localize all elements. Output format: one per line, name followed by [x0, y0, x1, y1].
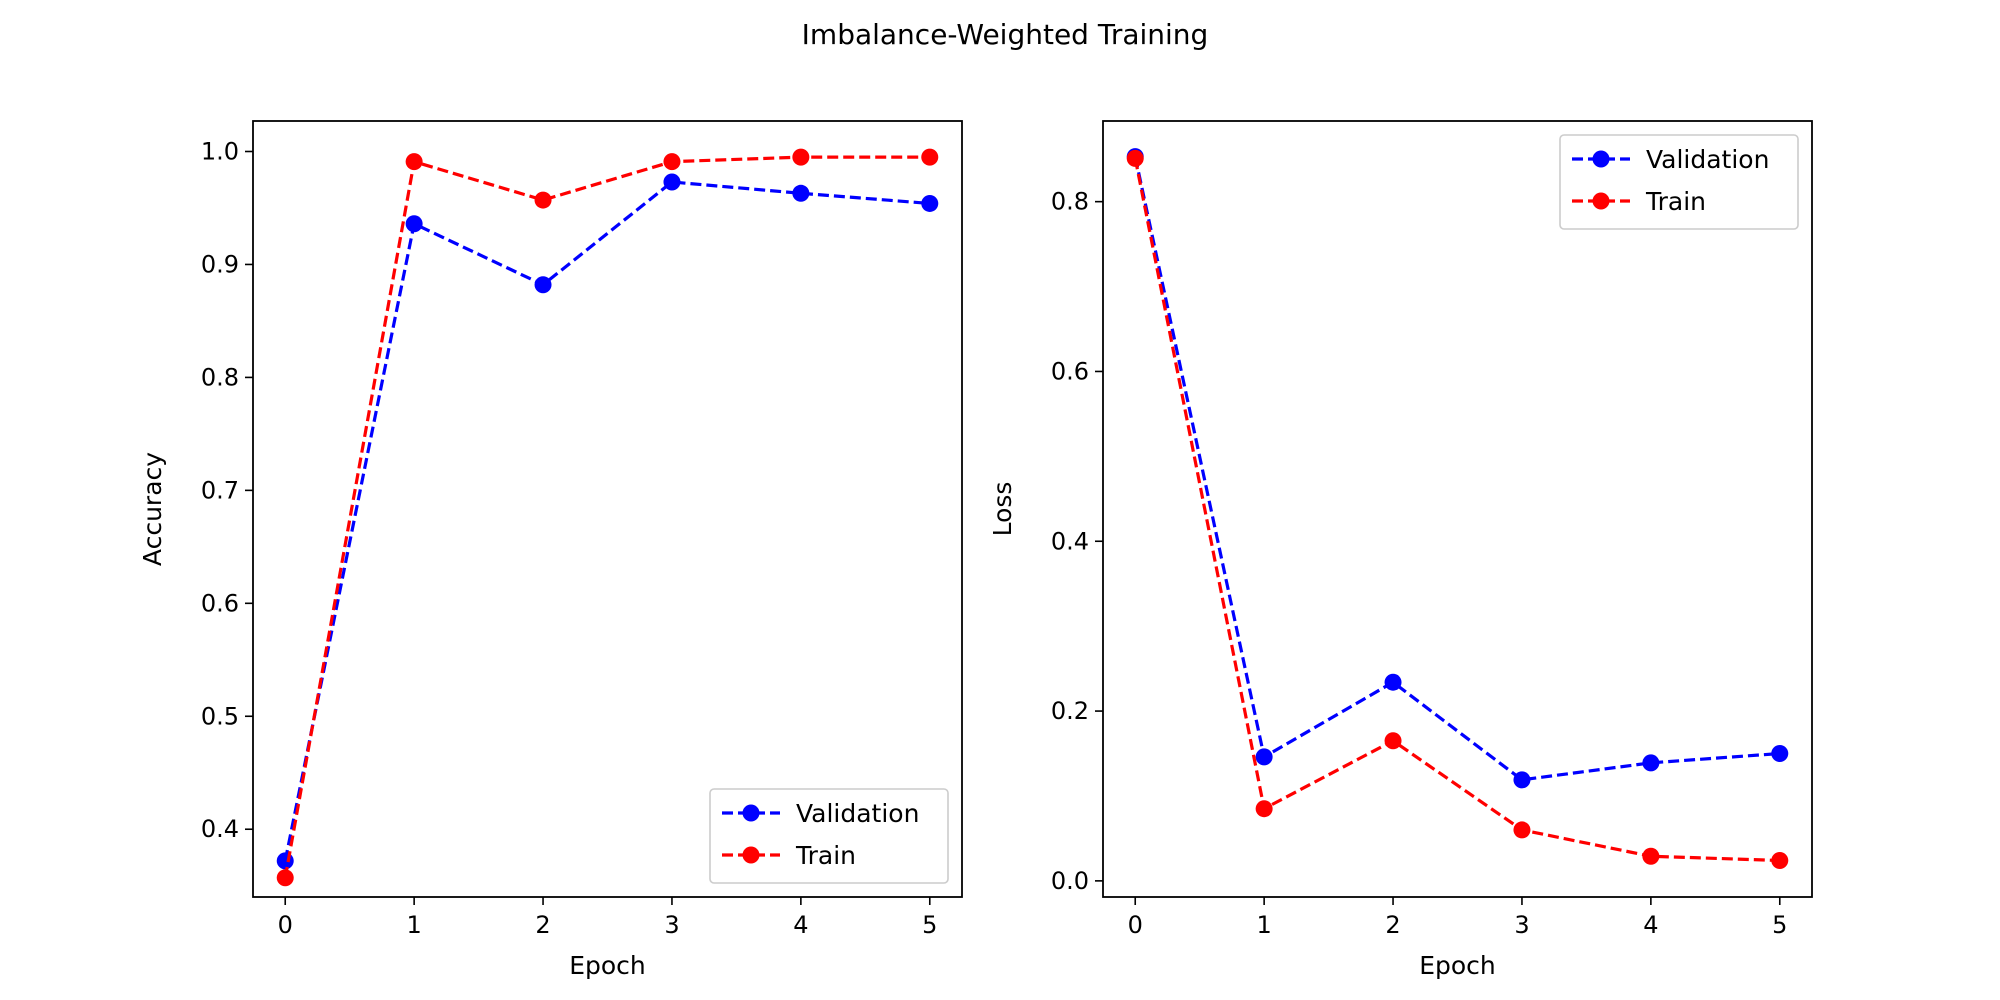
x-tick-label: 4 [1643, 911, 1658, 939]
series-validation [276, 173, 939, 870]
x-tick-label: 2 [535, 911, 550, 939]
data-point [405, 153, 423, 171]
legend-label: Train [795, 841, 856, 870]
legend-label: Validation [1646, 145, 1769, 174]
chart-panel-1: 0 1 2 3 4 5 0.4 0.5 0.6 0.7 0.8 0.9 1.0 Epoch Accuracy… [138, 120, 963, 980]
data-point [405, 215, 423, 233]
legend-label: Train [1645, 187, 1706, 216]
legend-swatch-marker [742, 804, 760, 822]
x-tick-label: 1 [1256, 911, 1271, 939]
data-point [1255, 748, 1273, 766]
data-point [534, 276, 552, 294]
data-point [1513, 771, 1531, 789]
data-point [1642, 754, 1660, 772]
data-point [1642, 847, 1660, 865]
y-tick-label: 0.5 [201, 702, 239, 730]
data-point [921, 194, 939, 212]
chart-panel-2: 0 1 2 3 4 5 0.0 0.2 0.4 0.6 0.8 Epoch Loss Validation… [988, 120, 1813, 980]
data-point [1126, 149, 1144, 167]
legend-swatch-marker [1592, 192, 1610, 210]
data-point [276, 869, 294, 887]
data-point [792, 184, 810, 202]
legend-swatch-marker [742, 846, 760, 864]
y-tick-label: 0.4 [201, 815, 239, 843]
y-tick-label: 0.8 [201, 363, 239, 391]
data-point [663, 153, 681, 171]
series-line [283, 155, 930, 879]
series-line [283, 180, 930, 862]
series-train [1126, 149, 1789, 869]
legend-box [1559, 134, 1799, 230]
x-tick-label: 0 [278, 911, 293, 939]
series-validation [1126, 148, 1789, 789]
y-tick-label: 0.2 [1051, 697, 1089, 725]
data-point [921, 148, 939, 166]
data-point [663, 173, 681, 191]
data-point [276, 852, 294, 870]
data-point [534, 191, 552, 209]
y-tick-label: 0.6 [1051, 357, 1089, 385]
x-tick-label: 3 [664, 911, 679, 939]
panels: 0 1 2 3 4 5 0.4 0.5 0.6 0.7 0.8 0.9 1.0 Epoch Accuracy… [138, 120, 1813, 980]
series-train [276, 148, 939, 887]
y-axis-label: Accuracy [138, 452, 167, 566]
axes-frame [252, 120, 963, 898]
y-tick-label: 0.4 [1051, 527, 1089, 555]
y-axis-label: Loss [988, 482, 1017, 537]
data-point [1255, 800, 1273, 818]
y-tick-label: 0.8 [1051, 188, 1089, 216]
y-tick-label: 1.0 [201, 137, 239, 165]
x-tick-label: 5 [922, 911, 937, 939]
y-tick-label: 0.6 [201, 589, 239, 617]
legend: Validation Train [1559, 134, 1799, 230]
x-tick-label: 3 [1514, 911, 1529, 939]
data-point [1771, 851, 1789, 869]
axes-frame [1102, 120, 1813, 898]
y-tick-label: 0.9 [201, 250, 239, 278]
legend-label: Validation [796, 799, 919, 828]
legend: Validation Train [709, 788, 949, 884]
legend-box [709, 788, 949, 884]
data-point [1513, 821, 1531, 839]
data-point [1384, 732, 1402, 750]
series-line [1133, 156, 1780, 782]
data-point [1384, 673, 1402, 691]
data-point [1771, 745, 1789, 763]
legend-swatch-marker [1592, 150, 1610, 168]
y-tick-label: 0.0 [1051, 867, 1089, 895]
series-line [1133, 158, 1780, 863]
x-axis-label: Epoch [569, 951, 646, 980]
x-tick-label: 4 [793, 911, 808, 939]
x-axis-label: Epoch [1419, 951, 1496, 980]
x-tick-label: 5 [1772, 911, 1787, 939]
figure-title: Imbalance-Weighted Training [802, 18, 1209, 51]
data-point [792, 148, 810, 166]
x-tick-label: 1 [406, 911, 421, 939]
x-tick-label: 2 [1385, 911, 1400, 939]
y-tick-label: 0.7 [201, 476, 239, 504]
x-tick-label: 0 [1128, 911, 1143, 939]
